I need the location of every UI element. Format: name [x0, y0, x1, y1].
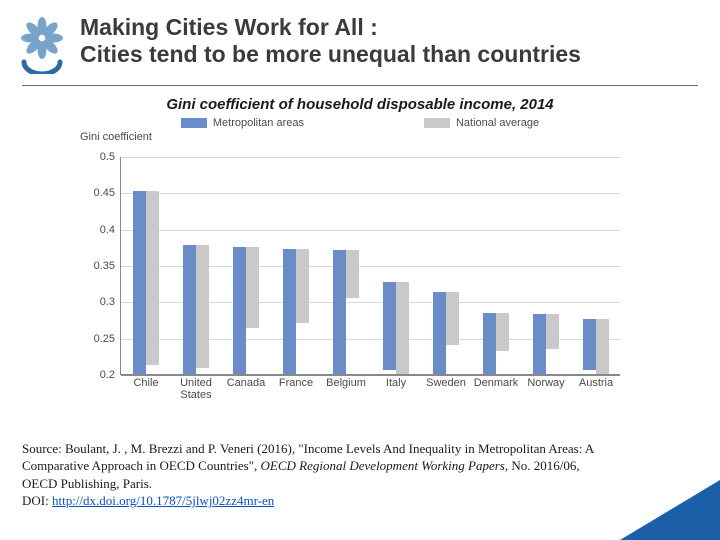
gridline	[121, 157, 620, 158]
bar-group	[433, 292, 459, 374]
bar	[333, 250, 346, 374]
bar-group	[183, 245, 209, 374]
bar	[196, 245, 209, 369]
legend-item-metro: Metropolitan areas	[181, 117, 304, 129]
bar-group	[333, 250, 359, 374]
bar	[146, 191, 159, 365]
chart-legend: Metropolitan areas National average	[80, 117, 640, 129]
oecd-logo	[18, 16, 66, 79]
x-tick-label: Denmark	[471, 374, 521, 390]
x-tick-label: Canada	[221, 374, 271, 390]
bar-group	[283, 249, 309, 374]
chart-area: 0.2 0.25 0.3 0.35 0.4 0.45 0.5 ChileUnitedState…	[80, 143, 640, 405]
bar	[396, 282, 409, 374]
bar-group	[583, 319, 609, 374]
corner-triangle	[620, 480, 720, 540]
bar	[246, 247, 259, 328]
title-line-2: Cities tend to be more unequal than coun…	[80, 41, 698, 68]
bar-group	[233, 247, 259, 374]
y-axis-title: Gini coefficient	[80, 131, 640, 143]
bar	[533, 314, 546, 374]
chart: Metropolitan areas National average Gini…	[80, 117, 640, 405]
slide-title: Making Cities Work for All : Cities tend…	[80, 14, 698, 68]
y-tick-label: 0.3	[100, 296, 121, 308]
x-tick-label: France	[271, 374, 321, 390]
slide: Making Cities Work for All : Cities tend…	[0, 0, 720, 540]
gridline	[121, 230, 620, 231]
source-citation: Source: Boulant, J. , M. Brezzi and P. V…	[22, 440, 600, 510]
bar	[233, 247, 246, 374]
bar	[583, 319, 596, 370]
x-tick-label: Belgium	[321, 374, 371, 390]
source-doi-link[interactable]: http://dx.doi.org/10.1787/5jlwj02zz4mr-e…	[52, 493, 274, 508]
title-rule	[22, 85, 698, 86]
source-doi-label: DOI:	[22, 493, 52, 508]
x-tick-label: Norway	[521, 374, 571, 390]
bar	[546, 314, 559, 349]
chart-subtitle: Gini coefficient of household disposable…	[0, 96, 720, 113]
bar	[383, 282, 396, 369]
bar	[133, 191, 146, 374]
bar-group	[533, 314, 559, 374]
legend-swatch-national	[424, 118, 450, 128]
gridline	[121, 193, 620, 194]
legend-label-national: National average	[456, 117, 539, 129]
bar	[296, 249, 309, 323]
bar	[433, 292, 446, 374]
x-tick-label: Italy	[371, 374, 421, 390]
y-tick-label: 0.5	[100, 151, 121, 163]
legend-swatch-metro	[181, 118, 207, 128]
y-tick-label: 0.45	[94, 187, 121, 199]
bar	[483, 313, 496, 374]
y-tick-label: 0.4	[100, 224, 121, 236]
x-tick-label: Chile	[121, 374, 171, 390]
legend-item-national: National average	[424, 117, 539, 129]
legend-label-metro: Metropolitan areas	[213, 117, 304, 129]
x-tick-label: UnitedStates	[171, 374, 221, 401]
plot-area: 0.20.250.30.350.40.450.5ChileUnitedState…	[120, 157, 620, 375]
bar-group	[133, 191, 159, 374]
bar-group	[483, 313, 509, 374]
title-line-1: Making Cities Work for All :	[80, 14, 698, 41]
bar	[446, 292, 459, 345]
oecd-logo-svg	[18, 16, 66, 74]
bar	[346, 250, 359, 298]
x-tick-label: Austria	[571, 374, 621, 390]
y-tick-label: 0.25	[94, 333, 121, 345]
y-tick-label: 0.35	[94, 260, 121, 272]
bar	[283, 249, 296, 374]
bar-group	[383, 282, 409, 374]
x-tick-label: Sweden	[421, 374, 471, 390]
source-italic: OECD Regional Development Working Papers	[261, 458, 505, 473]
bar	[183, 245, 196, 374]
y-tick-label: 0.2	[100, 369, 121, 381]
bar	[496, 313, 509, 351]
bar	[596, 319, 609, 374]
header: Making Cities Work for All : Cities tend…	[0, 0, 720, 79]
